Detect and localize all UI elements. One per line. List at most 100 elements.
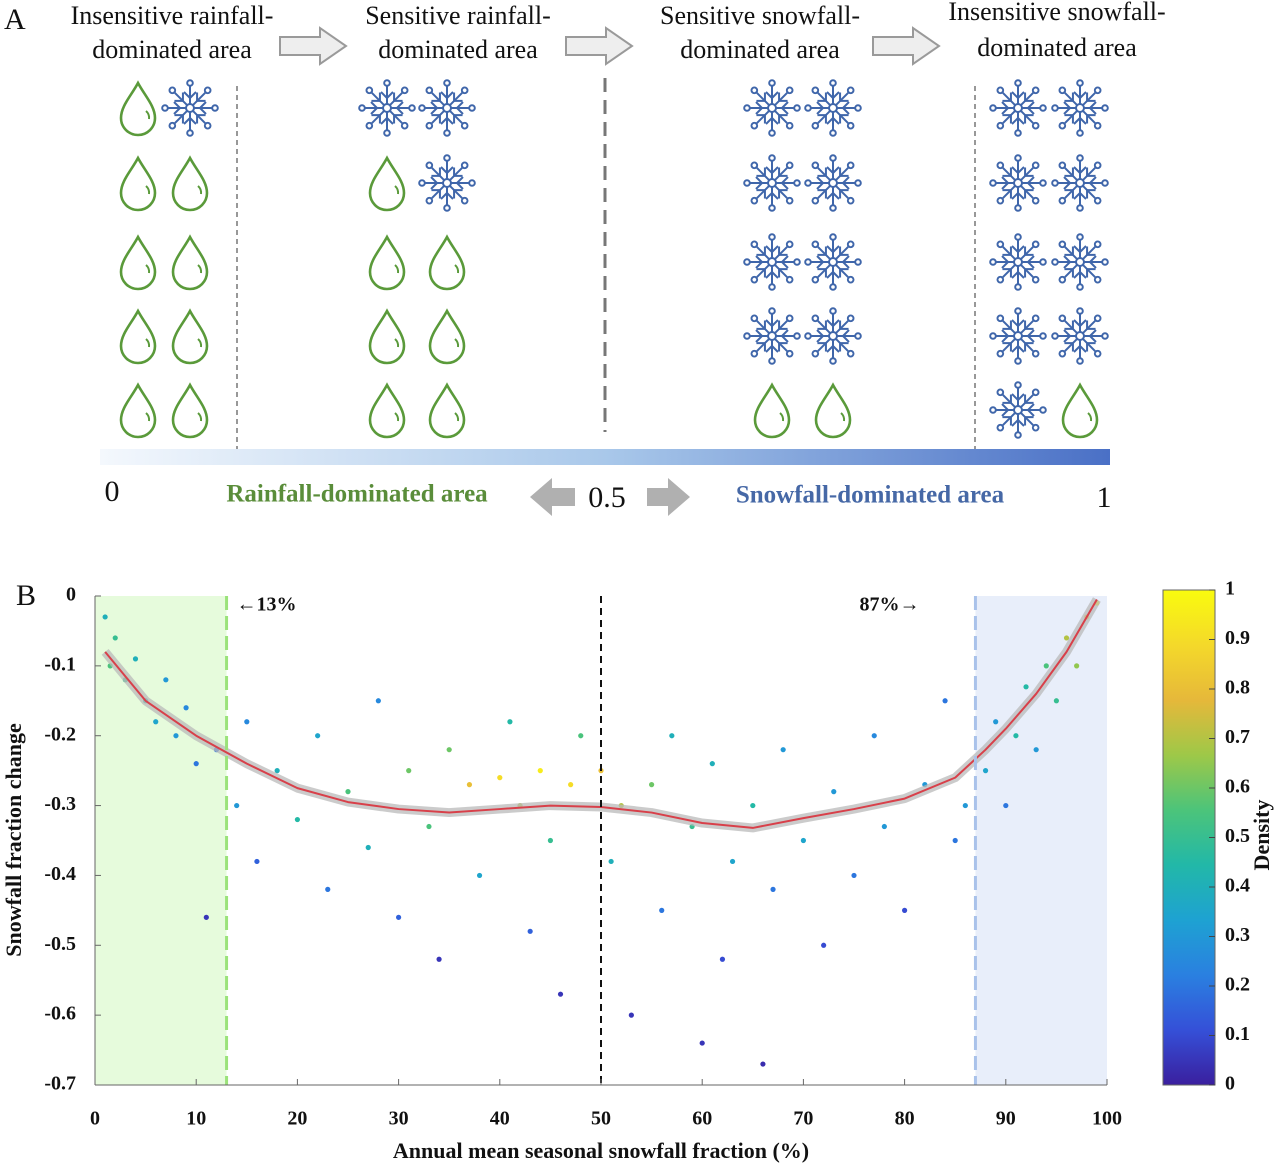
snow-tip [1058,314,1067,323]
snow-spoke [755,166,770,181]
snow-core [1013,405,1023,415]
snow-branch [1063,101,1071,115]
colorbar-tick-label: 0.3 [1225,924,1250,946]
snow-branch [1001,255,1009,269]
y-tick-label: -0.7 [44,1073,76,1095]
snow-branch [755,176,763,190]
snow-branch [1073,271,1087,279]
x-tick-label: 50 [591,1108,611,1130]
snow-arm [1073,233,1087,258]
snow-branch [817,246,827,256]
scatter-point [962,802,968,809]
snow-tip [1076,307,1084,315]
snow-tip [829,129,837,137]
snow-tip [168,86,177,95]
scatter-point [507,719,513,725]
scatter-point [497,775,503,781]
drop-outline [368,382,406,439]
snow-arm [835,185,855,205]
snow-arm [192,86,212,106]
snow-tip [1014,431,1022,439]
snow-branch [756,189,766,199]
snow-arm [1058,240,1078,260]
scatter-point [729,858,736,865]
snow-arm [826,112,840,137]
drop-shine [394,338,400,348]
snow-arm [1082,161,1102,181]
snow-tip [1039,332,1047,340]
snow-branch [756,114,766,124]
snow-spoke [755,245,770,260]
snow-arm [194,101,219,115]
snow-spoke [1001,412,1016,427]
snow-branch [1024,416,1034,426]
snow-spoke [755,185,770,200]
drop-shine [145,110,151,120]
snow-branch [817,342,827,352]
drop-outline [119,382,157,439]
snow-branch [765,91,779,99]
snow-branch [1002,320,1012,330]
snow-spoke [1001,393,1016,408]
scatter-point [244,719,250,725]
snow-branch [183,117,197,125]
snow-icon [743,154,801,212]
snow-spoke [1063,319,1078,334]
scale-mid: 0.5 [588,481,626,514]
scatter-point [153,719,159,725]
snow-branch [842,329,850,343]
snow-arm [811,314,831,334]
snow-branch [1024,342,1034,352]
snow-tip [750,86,759,95]
snow-spoke [774,110,789,125]
drop-outline [171,155,209,212]
snow-branch [1002,342,1012,352]
snow-branch [1086,167,1096,177]
snow-arm [389,110,409,130]
drop-outline [171,234,209,291]
snow-icon [743,307,801,365]
snow-branch [1024,320,1034,330]
snow-spoke [774,245,789,260]
snow-branch [1086,320,1096,330]
x-tick-label: 10 [186,1108,206,1130]
snow-tip [989,332,997,340]
snow-branch [1063,255,1071,269]
snow-tip [750,314,759,323]
snow-branch [1027,176,1035,190]
snow-tip [743,179,751,187]
snow-arm [440,112,454,137]
snow-branch [778,189,788,199]
scatter-point [1074,663,1080,669]
snow-spoke [1020,412,1035,427]
snow-tip [996,275,1005,284]
snow-branch [371,114,381,124]
snow-tip [785,314,794,323]
snow-arm [1084,329,1109,343]
snow-core [828,257,838,267]
snow-tip [793,104,801,112]
stage-heading: dominated area [680,35,840,64]
drop-outline [368,308,406,365]
snow-tip [793,258,801,266]
snow-tip [1039,406,1047,414]
snow-tip [400,121,409,130]
drop-shine [394,185,400,195]
snow-arm [811,240,831,260]
snow-arm [1073,112,1087,137]
scatter-point [375,698,381,704]
snow-tip [829,283,837,291]
snow-arm [776,329,801,343]
snow-arm [425,86,445,106]
snow-arm [1058,161,1078,181]
snow-branch [1064,189,1074,199]
snow-branch [430,176,438,190]
snow-arm [451,101,476,115]
x-tick-label: 60 [692,1108,712,1130]
snow-branch [826,91,840,99]
snow-arm [449,185,469,205]
x-tick-label: 70 [793,1108,813,1130]
snow-branch [1011,91,1025,99]
snow-tip [996,161,1005,170]
scatter-point [780,747,786,753]
